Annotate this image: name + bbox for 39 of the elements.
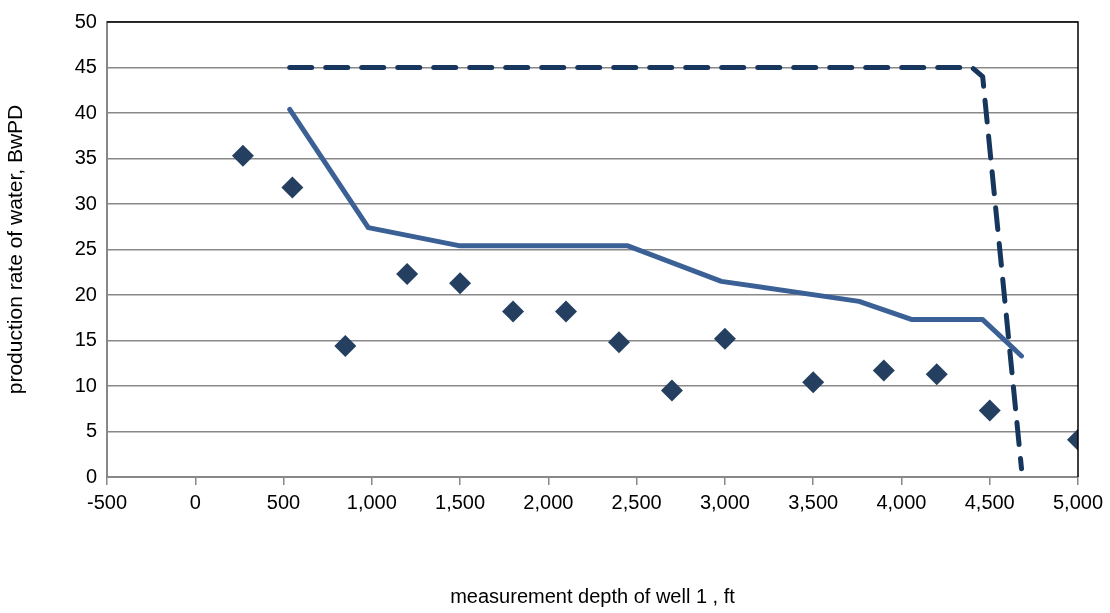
x-tick-label: 1,500 (435, 490, 486, 513)
x-tick-label: 2,500 (611, 490, 662, 513)
x-tick-label: 3,000 (699, 490, 750, 513)
point (396, 263, 419, 286)
point (334, 334, 357, 357)
x-tick-label: 1,000 (346, 490, 397, 513)
point (660, 379, 683, 402)
y-tick-label: 5 (85, 419, 97, 442)
point (713, 327, 736, 350)
point (231, 144, 254, 167)
x-tick-label: 3,500 (788, 490, 839, 513)
y-tick-label: 40 (74, 100, 97, 123)
point (449, 272, 472, 295)
y-tick-label: 45 (74, 55, 97, 78)
point (802, 371, 825, 394)
x-tick-label: -500 (86, 490, 128, 513)
y-tick-label: 15 (74, 328, 97, 351)
y-tick-label: 30 (74, 191, 97, 214)
point (281, 176, 304, 199)
y-tick-label: 20 (74, 282, 97, 305)
x-tick-label: 500 (266, 490, 301, 513)
point (925, 363, 948, 386)
y-axis-title: production rate of water, BwPD (3, 104, 27, 395)
point (502, 300, 525, 323)
point (607, 331, 630, 354)
y-tick-label: 0 (85, 464, 97, 487)
y-tick-label: 25 (74, 237, 97, 260)
y-tick-label: 10 (74, 373, 97, 396)
y-tick-label: 35 (74, 146, 97, 169)
x-tick-label: 2,000 (523, 490, 574, 513)
point (555, 300, 578, 323)
x-tick-label: 0 (189, 490, 201, 513)
point (872, 359, 895, 382)
x-tick-label: 4,000 (876, 490, 927, 513)
x-tick-label: 5,000 (1052, 490, 1104, 513)
point (978, 399, 1001, 422)
y-tick-label: 50 (74, 9, 97, 32)
x-axis-title: measurement depth of well 1 , ft (450, 584, 736, 607)
x-tick-label: 4,500 (964, 490, 1015, 513)
